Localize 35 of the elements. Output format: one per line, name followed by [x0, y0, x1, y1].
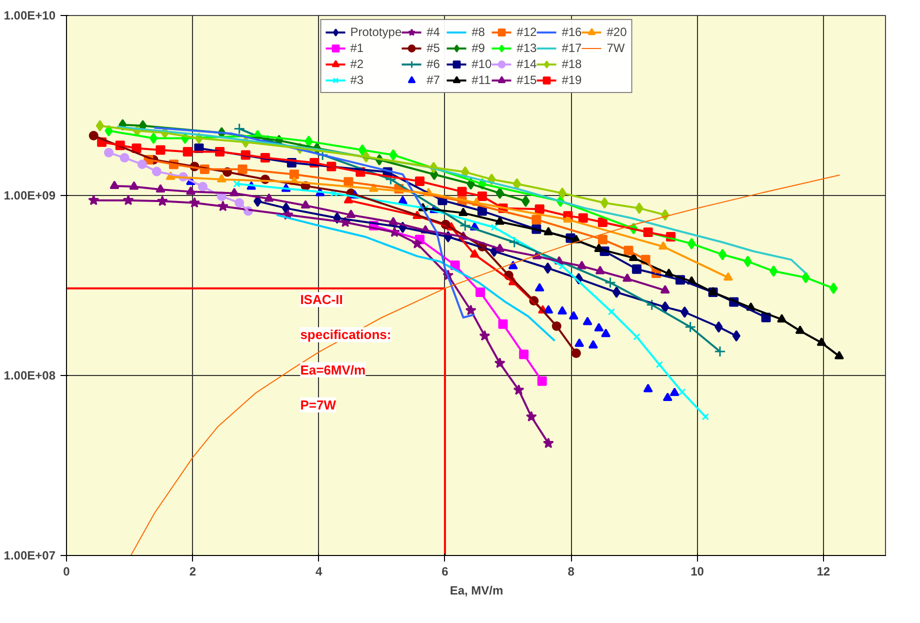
x-tick-label: 8	[568, 564, 575, 578]
legend-label: #11	[472, 72, 492, 88]
legend-label: #14	[516, 56, 537, 72]
legend-label: #10	[472, 56, 492, 72]
legend-label: #15	[516, 72, 537, 88]
legend-label: #9	[472, 40, 486, 56]
y-tick-label: 1.00E+08	[4, 368, 56, 382]
x-axis-title: Ea, MV/m	[450, 584, 504, 598]
legend-label: #7	[426, 72, 441, 88]
y-tick-label: 1.00E+07	[4, 548, 56, 562]
legend-label: #17	[562, 40, 582, 56]
legend-label: #13	[516, 40, 537, 56]
legend-label: #6	[426, 56, 441, 72]
legend-label: #5	[426, 40, 441, 56]
legend-label: #8	[472, 24, 486, 40]
legend-label: #18	[562, 56, 582, 72]
y-tick-label: 1.00E+10	[4, 8, 56, 22]
x-tick-label: 10	[690, 564, 704, 578]
legend-label: #3	[350, 72, 365, 88]
x-tick-label: 12	[816, 564, 830, 578]
legend-label: #4	[426, 24, 441, 40]
legend-label: #16	[562, 24, 582, 40]
legend-label: #12	[516, 24, 537, 40]
legend-label: #2	[350, 56, 365, 72]
x-tick-label: 2	[189, 564, 196, 578]
legend-label: #19	[562, 72, 582, 88]
text: ISAC-II specifications: Ea=6MV/m P=7W	[300, 292, 392, 412]
y-tick-label: 1.00E+09	[4, 188, 56, 202]
legend-label: 7W	[606, 40, 626, 56]
legend-label: #20	[606, 24, 627, 40]
legend-label: Prototype	[350, 24, 402, 40]
x-tick-label: 6	[442, 564, 449, 578]
x-tick-label: 4	[315, 564, 322, 578]
legend-label: #1	[350, 40, 365, 56]
x-tick-label: 0	[63, 564, 70, 578]
